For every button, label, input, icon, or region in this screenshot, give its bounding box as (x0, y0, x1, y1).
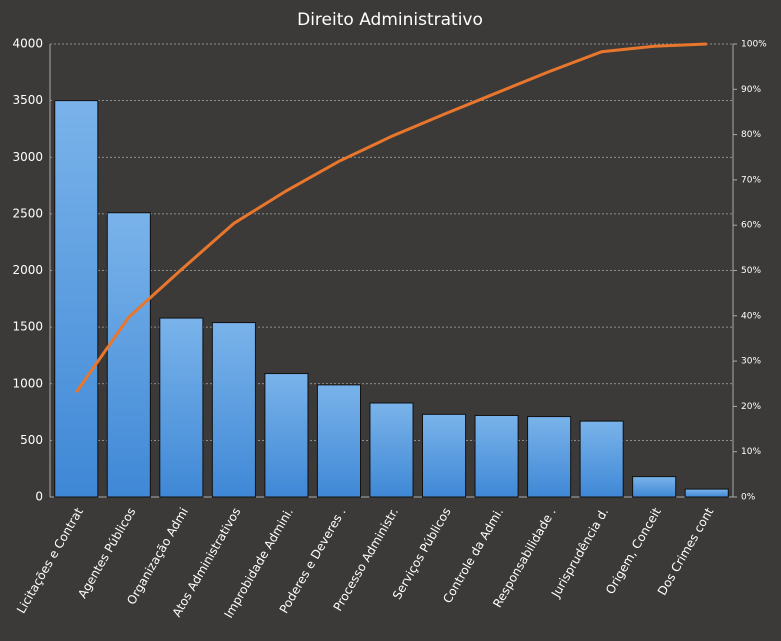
y2-tick-label: 100% (741, 40, 767, 50)
bar (264, 373, 309, 498)
y-tick-label: 0 (35, 490, 43, 504)
y2-tick-label: 70% (741, 175, 761, 185)
bar (684, 488, 729, 498)
bar (527, 416, 572, 498)
y2-tick-label: 40% (741, 311, 761, 321)
y-tick-label: 500 (20, 433, 43, 447)
y2-tick-label: 60% (741, 221, 761, 231)
y-tick-label: 3500 (12, 93, 43, 107)
y-tick-label: 4000 (12, 37, 43, 51)
y2-tick-label: 20% (741, 402, 761, 412)
bar (211, 322, 256, 498)
bar (474, 414, 519, 498)
bar (369, 402, 414, 498)
bar (421, 413, 467, 498)
bar (159, 317, 204, 498)
y-tick-label: 3000 (12, 150, 43, 164)
cumulative-line (75, 42, 707, 394)
bar (54, 100, 99, 498)
y2-tick-label: 30% (741, 357, 761, 367)
y2-tick-label: 0% (741, 493, 756, 503)
bar (316, 384, 362, 498)
chart-title: Direito Administrativo (297, 10, 483, 30)
bar (579, 420, 624, 498)
y2-tick-label: 10% (741, 447, 761, 457)
y2-tick-label: 90% (741, 85, 761, 95)
y-tick-label: 1000 (12, 376, 43, 390)
bar (632, 476, 677, 498)
y2-tick-label: 80% (741, 130, 761, 140)
y-tick-label: 1500 (12, 320, 43, 334)
y2-tick-label: 50% (741, 266, 761, 276)
y-tick-label: 2500 (12, 206, 43, 220)
bar (106, 212, 151, 498)
y-tick-label: 2000 (12, 263, 43, 277)
